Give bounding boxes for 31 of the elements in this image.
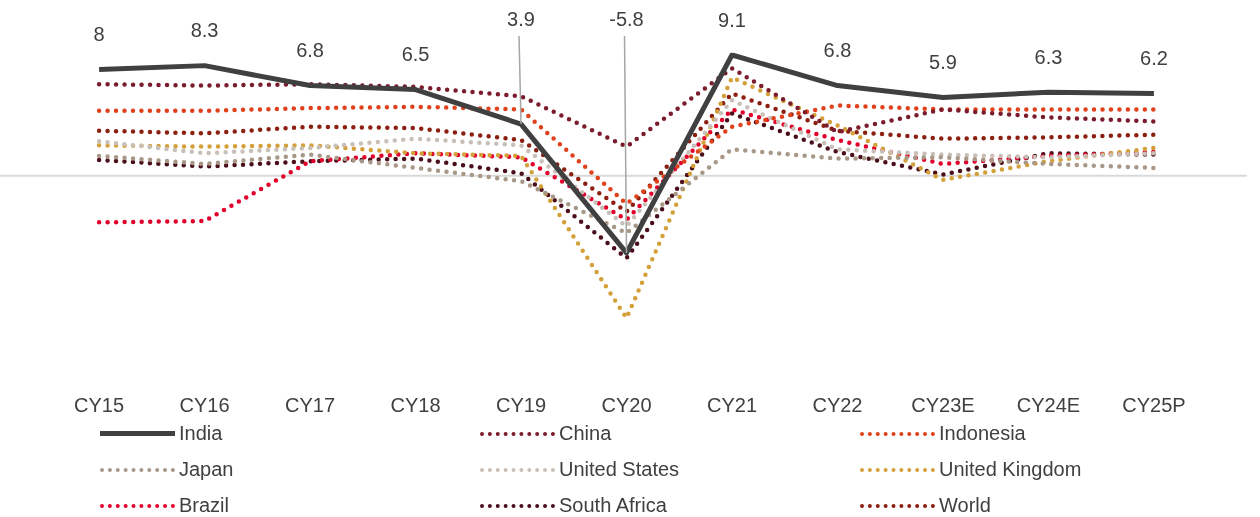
data-label: 9.1 <box>718 8 746 31</box>
x-tick-label: CY21 <box>706 393 758 416</box>
x-tick-label: CY23E <box>911 393 975 416</box>
data-label: 6.3 <box>1034 45 1063 68</box>
legend-label: India <box>179 422 223 445</box>
legend-label: World <box>939 494 991 517</box>
legend-label: Indonesia <box>939 422 1026 445</box>
x-tick-label: CY20 <box>601 393 652 416</box>
x-tick-label: CY24E <box>1016 393 1081 416</box>
data-label: 6.8 <box>823 39 852 62</box>
legend-label: China <box>559 422 612 445</box>
data-label: 8 <box>93 23 105 46</box>
legend-label: Brazil <box>179 494 230 517</box>
x-tick-label: CY19 <box>496 393 547 416</box>
data-label: -5.8 <box>609 7 644 30</box>
data-label: 3.9 <box>507 7 535 30</box>
legend-label: Japan <box>179 458 234 481</box>
data-label: 8.3 <box>190 19 219 42</box>
legend-label: United States <box>559 458 680 481</box>
data-label: 6.2 <box>1140 47 1168 70</box>
x-tick-label: CY18 <box>390 393 441 416</box>
x-tick-label: CY22 <box>812 393 863 416</box>
legend-label: South Africa <box>559 494 667 517</box>
x-tick-label: CY16 <box>179 393 230 416</box>
data-label: 6.8 <box>296 39 324 62</box>
x-tick-label: CY15 <box>74 393 125 416</box>
data-label: 5.9 <box>929 51 957 74</box>
x-tick-label: CY25P <box>1122 393 1186 416</box>
data-label: 6.5 <box>401 43 430 66</box>
legend-label: United Kingdom <box>939 458 1082 481</box>
x-tick-label: CY17 <box>285 393 336 416</box>
